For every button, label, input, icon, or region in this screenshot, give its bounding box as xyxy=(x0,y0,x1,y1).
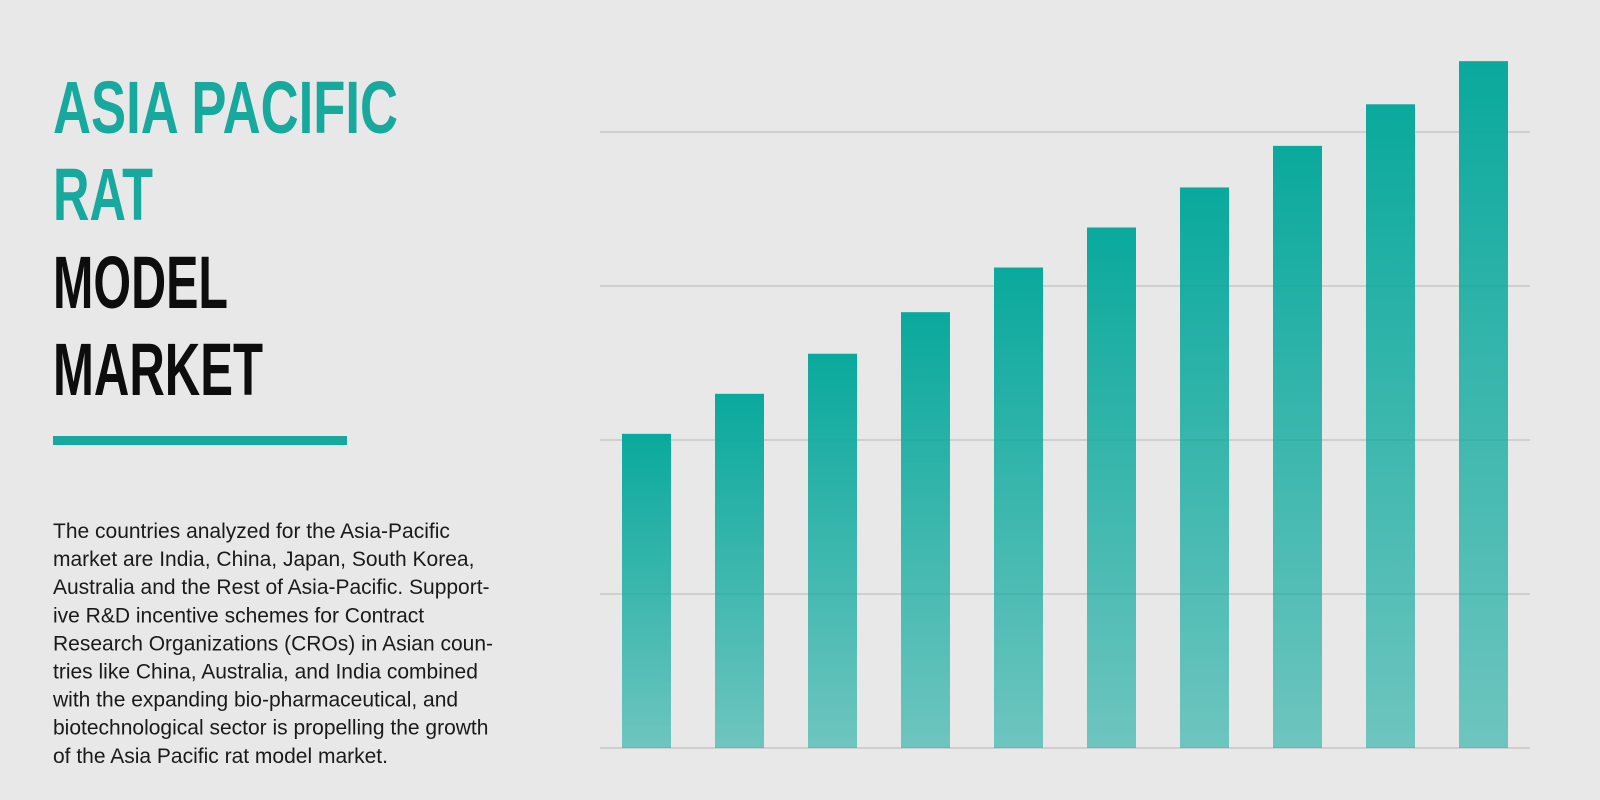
body-line: market are India, China, Japan, South Ko… xyxy=(53,548,474,571)
bar xyxy=(901,312,950,748)
body-line: The countries analyzed for the Asia-Paci… xyxy=(53,520,450,543)
bar xyxy=(1087,227,1136,749)
body-line: biotechnological sector is propelling th… xyxy=(53,717,488,740)
body-line: Research Organizations (CROs) in Asian c… xyxy=(53,632,493,655)
bar xyxy=(994,267,1043,748)
body-line: Australia and the Rest of Asia-Pacific. … xyxy=(53,576,490,599)
bar xyxy=(1366,104,1415,748)
title-line: MARKET xyxy=(53,328,263,411)
body-line: ive R&D incentive schemes for Contract xyxy=(53,604,424,627)
bar xyxy=(1459,61,1508,749)
bar xyxy=(622,433,671,748)
body-line: of the Asia Pacific rat model market. xyxy=(53,745,388,768)
body-line: tries like China, Australia, and India c… xyxy=(53,661,478,684)
title-underline xyxy=(53,436,347,445)
chart xyxy=(600,61,1530,749)
bar xyxy=(1273,145,1322,749)
title-line: RAT xyxy=(53,153,153,236)
bar xyxy=(808,353,857,748)
bar xyxy=(715,393,764,748)
title-line: ASIA PACIFIC xyxy=(53,66,398,149)
title-line: MODEL xyxy=(53,241,228,324)
description: The countries analyzed for the Asia-Paci… xyxy=(52,520,493,768)
bar xyxy=(1180,187,1229,748)
body-line: with the expanding bio-pharmaceutical, a… xyxy=(52,689,458,712)
